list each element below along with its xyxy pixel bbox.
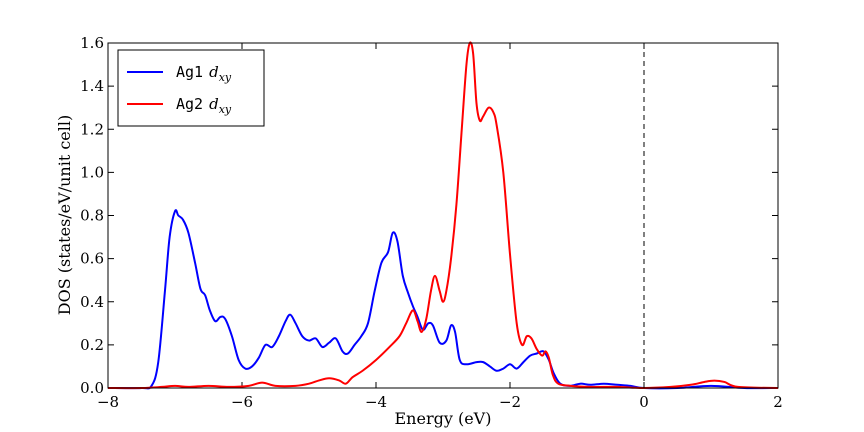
y-tick-label: 0.2	[80, 336, 104, 354]
y-tick-label: 1.6	[80, 34, 104, 52]
legend-symbol-ag2: d	[209, 95, 219, 113]
x-tick-label: −8	[97, 393, 119, 411]
y-tick-label: 0.6	[80, 250, 104, 268]
y-axis-title: DOS (states/eV/unit cell)	[55, 115, 74, 315]
series-line-ag1	[107, 209, 779, 390]
plot-frame	[107, 42, 779, 389]
legend-subscript-ag1: xy	[219, 71, 232, 84]
x-tick-label: 2	[773, 393, 783, 411]
series-layer	[107, 41, 779, 390]
y-tick-label: 1.4	[80, 77, 104, 95]
y-tick-label: 0.0	[80, 379, 104, 397]
legend-symbol-ag1: d	[209, 63, 219, 81]
legend: Ag1 dxy Ag2 dxy	[117, 49, 265, 127]
y-tick-label: 0.8	[80, 207, 104, 225]
series-line-ag2	[107, 41, 779, 390]
legend-box	[117, 49, 265, 127]
x-tick-label: −6	[231, 393, 253, 411]
y-tick-label: 0.4	[80, 293, 104, 311]
x-tick-label: −4	[365, 393, 387, 411]
ticks-layer: −8 −6 −4 −2 0 2 0.0 0.2 0.4 0.6 0.8 1.0 1.2 1.4 1.6	[80, 34, 783, 411]
y-tick-label: 1.2	[80, 120, 104, 138]
legend-label-ag2: Ag2 dxy	[176, 95, 232, 116]
x-tick-label: −2	[499, 393, 521, 411]
legend-name-ag1: Ag1	[176, 63, 203, 81]
legend-subscript-ag2: xy	[219, 103, 232, 116]
y-tick-label: 1.0	[80, 163, 104, 181]
legend-name-ag2: Ag2	[176, 95, 203, 113]
legend-label-ag1: Ag1 dxy	[176, 63, 232, 84]
x-tick-label: 0	[639, 393, 649, 411]
x-axis-title: Energy (eV)	[395, 409, 492, 428]
